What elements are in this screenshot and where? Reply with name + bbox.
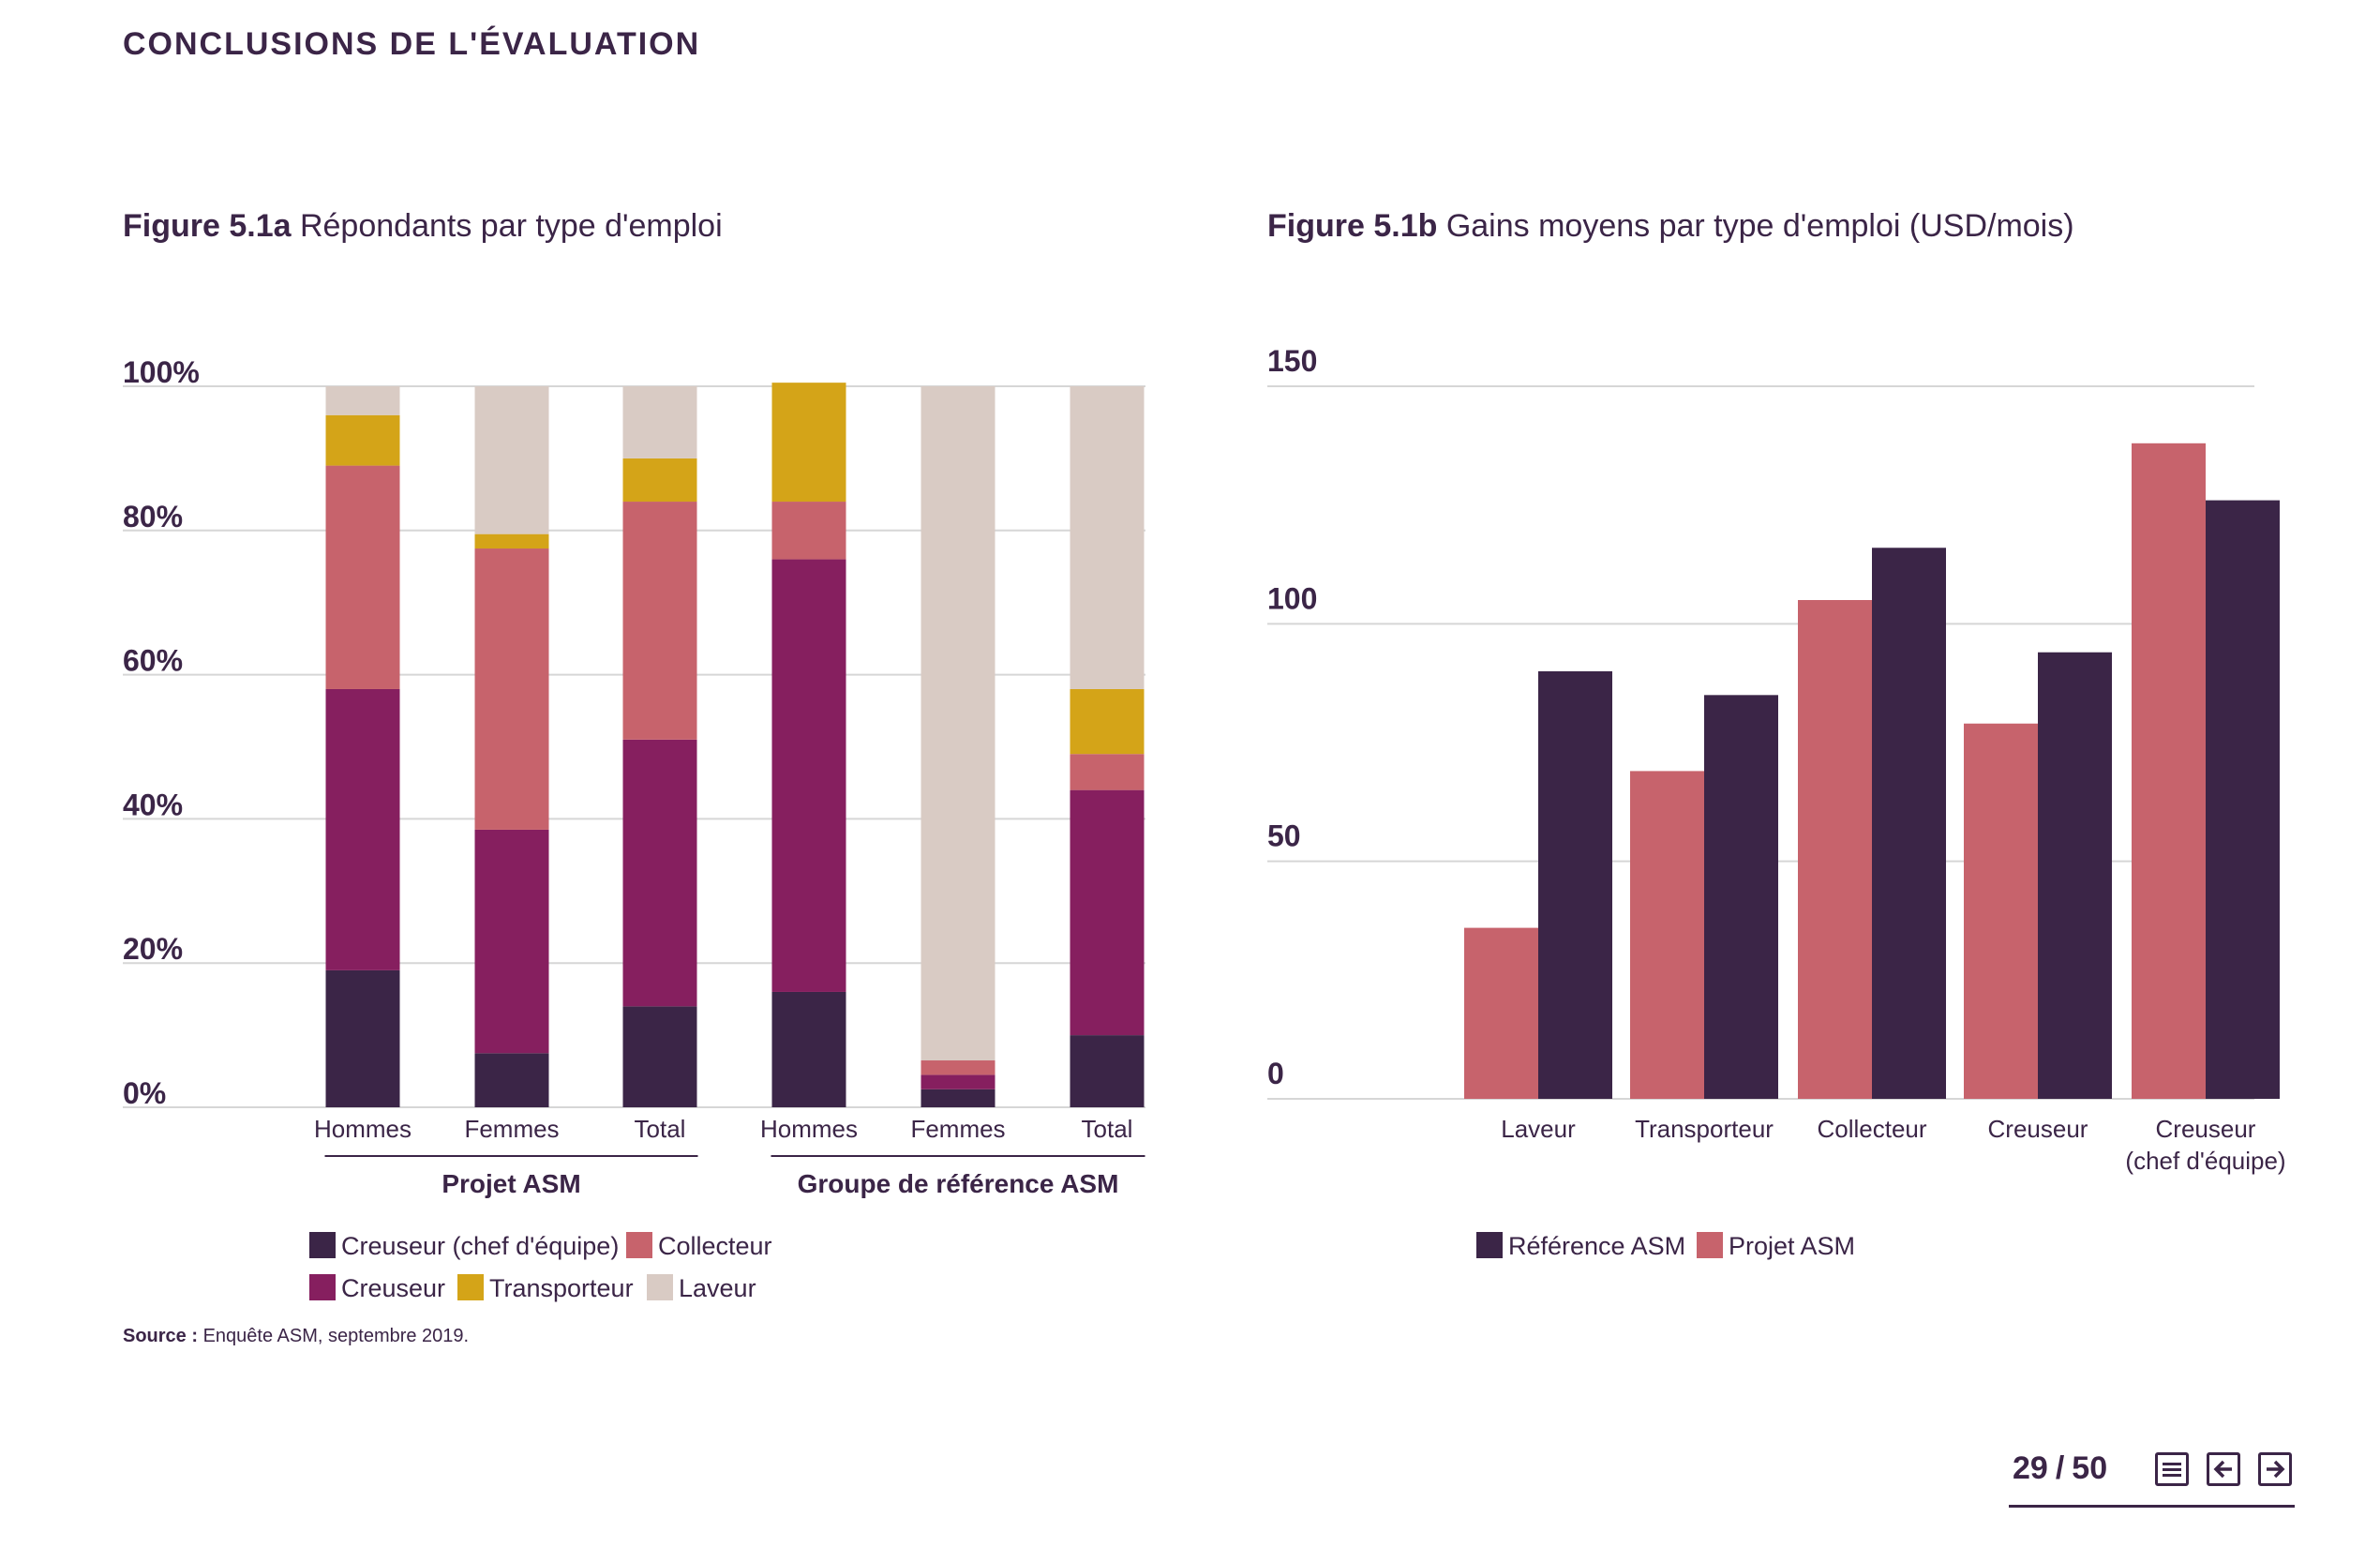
source-label: Source :	[123, 1326, 199, 1346]
legend-label: Collecteur	[658, 1232, 772, 1260]
figure-a-caption: Répondants par type d'emploi	[299, 208, 723, 244]
bar-reference-asm	[1872, 548, 1946, 1099]
legend-label: Référence ASM	[1508, 1232, 1685, 1260]
y-tick-label: 150	[1267, 344, 1317, 378]
source-note: Source : Enquête ASM, septembre 2019.	[123, 1326, 469, 1347]
bar-projet-asm	[1798, 600, 1872, 1099]
x-tick-label: Laveur	[1501, 1115, 1576, 1143]
group-label: Projet ASM	[442, 1169, 580, 1198]
bar-reference-asm	[1538, 671, 1612, 1099]
bar-segment	[325, 414, 400, 466]
legend-swatch	[647, 1274, 673, 1300]
y-tick-label: 50	[1267, 819, 1301, 853]
next-page-button[interactable]	[2258, 1452, 2292, 1486]
bar-segment	[1070, 789, 1145, 1036]
stacked-bar-chart-respondents: 0% 20% 40% 60% 80% 100% Hommes Femmes Total Homme…	[123, 355, 1145, 1302]
bar-segment	[474, 829, 549, 1054]
bar-segment	[1070, 386, 1145, 689]
legend-swatch	[1697, 1232, 1723, 1258]
bar-segment	[622, 386, 697, 458]
bar-segment	[921, 1074, 995, 1089]
bar-segment	[622, 458, 697, 503]
bar-reference-asm	[1704, 695, 1778, 1099]
bar-projet-asm	[1630, 771, 1704, 1099]
x-tick-label: Femmes	[910, 1115, 1005, 1143]
bar-segment	[325, 688, 400, 970]
legend-swatch	[309, 1232, 336, 1258]
arrow-right-icon	[2267, 1460, 2285, 1479]
pagination: 29/50	[2009, 1449, 2295, 1508]
arrow-left-icon	[2213, 1460, 2232, 1479]
legend-label: Projet ASM	[1729, 1232, 1855, 1260]
total-pages: 50	[2072, 1450, 2108, 1486]
menu-button[interactable]	[2155, 1452, 2189, 1486]
y-tick-label: 100	[1267, 581, 1317, 615]
legend-swatch	[309, 1274, 336, 1300]
bar-segment	[325, 465, 400, 689]
legend-label: Creuseur (chef d'équipe)	[341, 1232, 619, 1260]
bar-segment	[921, 1089, 995, 1107]
y-tick-label: 0%	[123, 1076, 166, 1110]
legend-label: Creuseur	[341, 1274, 445, 1302]
y-tick-label: 60%	[123, 644, 183, 678]
bar-projet-asm	[2132, 443, 2206, 1099]
section-title: CONCLUSIONS DE L'ÉVALUATION	[123, 26, 701, 62]
bar-segment	[474, 386, 549, 534]
bar-segment	[1070, 1035, 1145, 1107]
bar-segment	[771, 502, 846, 560]
legend-swatch	[457, 1274, 484, 1300]
bar-segment	[622, 1006, 697, 1107]
menu-icon	[2163, 1463, 2181, 1477]
page-separator: /	[2055, 1450, 2065, 1486]
legend-label: Laveur	[679, 1274, 756, 1302]
source-text: Enquête ASM, septembre 2019.	[202, 1326, 470, 1346]
bar-segment	[921, 386, 995, 1061]
bar-segment	[474, 533, 549, 549]
figure-a-title: Figure 5.1a Répondants par type d'emploi	[123, 208, 723, 245]
figure-b-title: Figure 5.1b Gains moyens par type d'empl…	[1267, 208, 2074, 245]
figure-b-caption: Gains moyens par type d'emploi (USD/mois…	[1445, 208, 2074, 244]
x-tick-label: Creuseur	[2156, 1115, 2256, 1143]
bar-segment	[1070, 754, 1145, 790]
grouped-bar-chart-earnings: 0 50 100 150 Laveur Transporteur Collecteur Cre…	[1267, 344, 2286, 1260]
bar-projet-asm	[1464, 927, 1538, 1099]
y-tick-label: 100%	[123, 355, 200, 389]
x-tick-label: (chef d'équipe)	[2125, 1147, 2285, 1175]
y-tick-label: 0	[1267, 1057, 1284, 1090]
x-tick-label: Creuseur	[1988, 1115, 2088, 1143]
y-tick-label: 40%	[123, 788, 183, 821]
x-tick-label: Total	[635, 1115, 686, 1143]
bar-segment	[771, 991, 846, 1107]
current-page: 29	[2013, 1450, 2048, 1486]
bar-segment	[622, 739, 697, 1007]
bar-segment	[771, 559, 846, 992]
bar-segment	[771, 383, 846, 503]
bar-segment	[325, 969, 400, 1107]
page-indicator: 29/50	[2009, 1450, 2111, 1487]
y-tick-label: 80%	[123, 500, 183, 533]
x-tick-label: Collecteur	[1817, 1115, 1926, 1143]
bar-projet-asm	[1964, 723, 2038, 1099]
figure-a-label: Figure 5.1a	[123, 208, 292, 244]
legend-swatch	[1476, 1232, 1503, 1258]
legend-swatch	[626, 1232, 652, 1258]
group-label: Groupe de référence ASM	[798, 1169, 1119, 1198]
legend-label: Transporteur	[489, 1274, 634, 1302]
x-tick-label: Hommes	[314, 1115, 412, 1143]
x-tick-label: Transporteur	[1635, 1115, 1774, 1143]
figure-b-label: Figure 5.1b	[1267, 208, 1438, 244]
x-tick-label: Femmes	[464, 1115, 559, 1143]
bar-segment	[474, 1053, 549, 1107]
previous-page-button[interactable]	[2207, 1452, 2240, 1486]
x-tick-label: Hommes	[760, 1115, 858, 1143]
bar-segment	[325, 386, 400, 415]
bar-reference-asm	[2206, 500, 2280, 1099]
bar-segment	[921, 1060, 995, 1075]
bar-segment	[474, 548, 549, 830]
bar-segment	[1070, 688, 1145, 755]
y-tick-label: 20%	[123, 932, 183, 966]
bar-segment	[622, 502, 697, 740]
x-tick-label: Total	[1082, 1115, 1133, 1143]
bar-reference-asm	[2038, 652, 2112, 1099]
